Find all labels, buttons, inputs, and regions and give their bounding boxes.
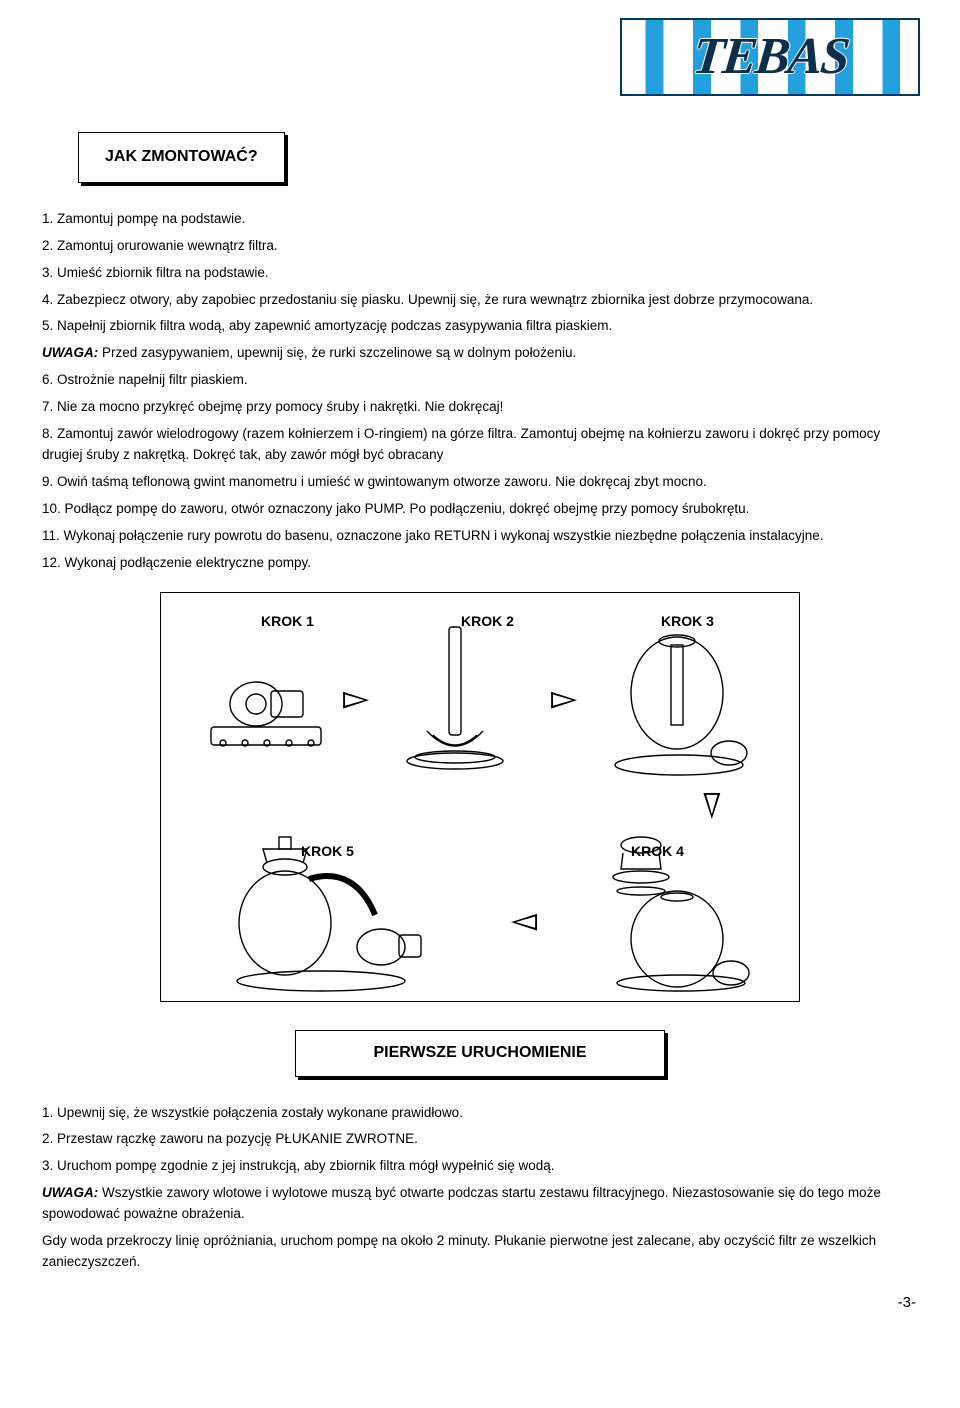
step-text: 11. Wykonaj połączenie rury powrotu do b… bbox=[42, 526, 918, 547]
step-text: 10. Podłącz pompę do zaworu, otwór oznac… bbox=[42, 499, 918, 520]
arrow-down-icon: ▻ bbox=[697, 793, 731, 819]
note-label: UWAGA: bbox=[42, 1185, 98, 1200]
step3-illustration-icon bbox=[599, 619, 759, 779]
step-text: 2. Zamontuj orurowanie wewnątrz filtra. bbox=[42, 236, 918, 257]
arrow-right-icon: ▻ bbox=[343, 681, 369, 715]
closing-text: Gdy woda przekroczy linię opróżniania, u… bbox=[42, 1231, 918, 1273]
step-text: 3. Umieść zbiornik filtra na podstawie. bbox=[42, 263, 918, 284]
section-title-1: JAK ZMONTOWAĆ? bbox=[78, 132, 285, 183]
step2-illustration-icon bbox=[393, 621, 523, 771]
step1-illustration-icon bbox=[201, 649, 331, 759]
page-number: -3- bbox=[40, 1291, 920, 1314]
diagram-step-label: KROK 1 bbox=[261, 611, 314, 633]
step-text: 6. Ostrożnie napełnij filtr piaskiem. bbox=[42, 370, 918, 391]
step-text: 1. Upewnij się, że wszystkie połączenia … bbox=[42, 1103, 918, 1124]
step-text: 1. Zamontuj pompę na podstawie. bbox=[42, 209, 918, 230]
step-text: 5. Napełnij zbiornik filtra wodą, aby za… bbox=[42, 316, 918, 337]
note-label: UWAGA: bbox=[42, 345, 98, 360]
step-text: 12. Wykonaj podłączenie elektryczne pomp… bbox=[42, 553, 918, 574]
brand-logo-text: TEBAS bbox=[688, 18, 851, 96]
step4-illustration-icon bbox=[581, 825, 771, 995]
section-title-2: PIERWSZE URUCHOMIENIE bbox=[295, 1030, 665, 1077]
note-line: UWAGA: Przed zasypywaniem, upewnij się, … bbox=[42, 343, 918, 364]
arrow-left-icon: ▻ bbox=[511, 903, 537, 937]
step5-illustration-icon bbox=[211, 825, 431, 995]
step-text: 4. Zabezpiecz otwory, aby zapobiec przed… bbox=[42, 290, 918, 311]
step-text: 8. Zamontuj zawór wielodrogowy (razem ko… bbox=[42, 424, 918, 466]
section-2-body: 1. Upewnij się, że wszystkie połączenia … bbox=[42, 1103, 918, 1273]
note-text: Wszystkie zawory wlotowe i wylotowe musz… bbox=[42, 1185, 881, 1221]
note-text: Przed zasypywaniem, upewnij się, że rurk… bbox=[98, 345, 576, 360]
step-text: 2. Przestaw rączkę zaworu na pozycję PŁU… bbox=[42, 1129, 918, 1150]
step-text: 9. Owiń taśmą teflonową gwint manometru … bbox=[42, 472, 918, 493]
logo-wrap: TEBAS bbox=[40, 18, 920, 96]
note-line: UWAGA: Wszystkie zawory wlotowe i wyloto… bbox=[42, 1183, 918, 1225]
section-1-body: 1. Zamontuj pompę na podstawie. 2. Zamon… bbox=[42, 209, 918, 574]
brand-logo: TEBAS bbox=[620, 18, 920, 96]
step-text: 3. Uruchom pompę zgodnie z jej instrukcj… bbox=[42, 1156, 918, 1177]
step-text: 7. Nie za mocno przykręć obejmę przy pom… bbox=[42, 397, 918, 418]
arrow-right-icon: ▻ bbox=[551, 681, 577, 715]
assembly-diagram: KROK 1 KROK 2 KROK 3 KROK 4 KROK 5 ▻ ▻ ▻ bbox=[160, 592, 800, 1002]
